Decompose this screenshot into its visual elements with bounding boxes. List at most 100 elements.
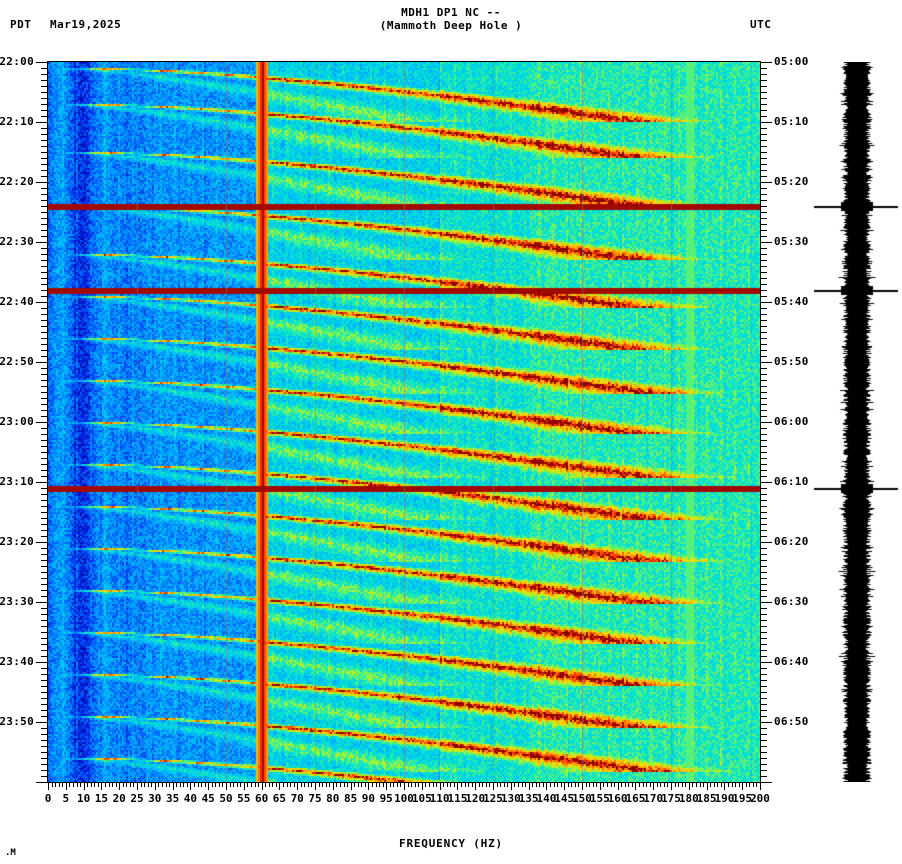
y-tick-right: [761, 740, 767, 741]
y-tick-left: [41, 110, 47, 111]
y-tick-left: [41, 332, 47, 333]
y-tick-label-left: 23:30: [0, 595, 34, 608]
x-tick: [596, 783, 598, 787]
x-tick: [656, 783, 658, 787]
y-tick-left: [41, 224, 47, 225]
x-tick: [83, 783, 85, 790]
x-tick: [258, 783, 259, 787]
y-tick-right: [761, 602, 772, 603]
x-tick-label: 25: [130, 792, 144, 805]
x-tick: [133, 783, 135, 787]
y-tick-left: [41, 650, 47, 651]
x-tick-label: 190: [714, 792, 735, 805]
x-tick: [154, 783, 156, 790]
x-tick: [614, 783, 615, 787]
y-tick-right: [761, 380, 767, 381]
x-tick: [464, 783, 466, 787]
y-tick-left: [41, 716, 47, 717]
y-tick-right: [761, 764, 767, 765]
y-tick-right: [761, 578, 767, 579]
x-tick: [756, 783, 758, 787]
y-tick-left: [41, 158, 47, 159]
x-tick: [236, 783, 238, 787]
y-tick-left: [41, 578, 47, 579]
y-tick-left: [41, 188, 47, 189]
y-tick-left: [41, 560, 47, 561]
x-tick: [571, 783, 573, 787]
x-tick-label: 200: [750, 792, 770, 805]
y-tick-left: [41, 140, 47, 141]
y-tick-left: [41, 296, 47, 297]
x-tick: [329, 783, 331, 787]
x-tick: [710, 783, 712, 787]
x-axis-title: FREQUENCY (HZ): [399, 837, 503, 850]
y-tick-right: [761, 206, 767, 207]
y-tick-left: [41, 284, 47, 285]
y-tick-left: [41, 266, 47, 267]
x-tick-label: 110: [429, 792, 450, 805]
x-tick: [525, 783, 526, 787]
x-tick: [510, 783, 512, 790]
x-tick: [649, 783, 651, 787]
x-tick: [703, 783, 704, 787]
y-tick-right: [761, 110, 767, 111]
x-tick: [279, 783, 281, 790]
x-tick: [560, 783, 562, 787]
x-tick: [297, 783, 299, 790]
corner-artifact-text: .M: [5, 848, 16, 858]
x-tick: [461, 783, 462, 787]
x-tick: [140, 783, 142, 787]
x-tick: [432, 783, 434, 787]
x-tick: [240, 783, 242, 787]
x-tick: [169, 783, 170, 787]
y-tick-right: [761, 392, 767, 393]
x-tick: [589, 783, 591, 787]
y-tick-left: [41, 518, 47, 519]
x-tick: [546, 783, 548, 790]
y-tick-left: [41, 686, 47, 687]
y-tick-right: [761, 164, 767, 165]
y-tick-right: [761, 302, 772, 303]
y-tick-right: [761, 308, 767, 309]
y-tick-label-left: 23:20: [0, 535, 34, 548]
y-tick-right: [761, 140, 767, 141]
y-tick-left: [41, 476, 47, 477]
x-tick: [742, 783, 744, 790]
x-tick: [749, 783, 751, 787]
y-tick-right: [761, 272, 767, 273]
x-tick: [681, 783, 683, 787]
y-tick-label-left: 23:40: [0, 655, 34, 668]
y-tick-right: [761, 242, 772, 243]
y-tick-right: [761, 152, 767, 153]
y-tick-right: [761, 776, 767, 777]
y-tick-right: [761, 608, 767, 609]
y-tick-left: [41, 746, 47, 747]
x-tick: [628, 783, 630, 787]
x-tick: [272, 783, 274, 787]
x-tick: [105, 783, 106, 787]
y-tick-right: [761, 338, 767, 339]
x-tick: [436, 783, 437, 787]
seismogram-trace-strip[interactable]: [812, 62, 902, 782]
y-tick-left: [41, 272, 47, 273]
x-tick: [528, 783, 530, 790]
x-tick: [503, 783, 505, 787]
y-tick-left: [41, 134, 47, 135]
spectrogram-plot[interactable]: [48, 62, 760, 782]
x-tick: [194, 783, 195, 787]
x-tick: [311, 783, 313, 787]
y-tick-left: [36, 182, 47, 183]
x-tick-label: 20: [112, 792, 126, 805]
x-tick-label: 40: [183, 792, 198, 805]
x-tick-label: 135: [518, 792, 539, 805]
y-tick-right: [761, 500, 767, 501]
x-tick: [724, 783, 726, 790]
y-tick-right: [761, 176, 767, 177]
x-tick-label: 180: [678, 792, 699, 805]
y-tick-right: [761, 314, 767, 315]
x-tick: [375, 783, 377, 787]
y-tick-label-left: 22:40: [0, 295, 34, 308]
x-tick: [507, 783, 509, 787]
x-tick: [69, 783, 71, 787]
y-tick-right: [761, 410, 767, 411]
